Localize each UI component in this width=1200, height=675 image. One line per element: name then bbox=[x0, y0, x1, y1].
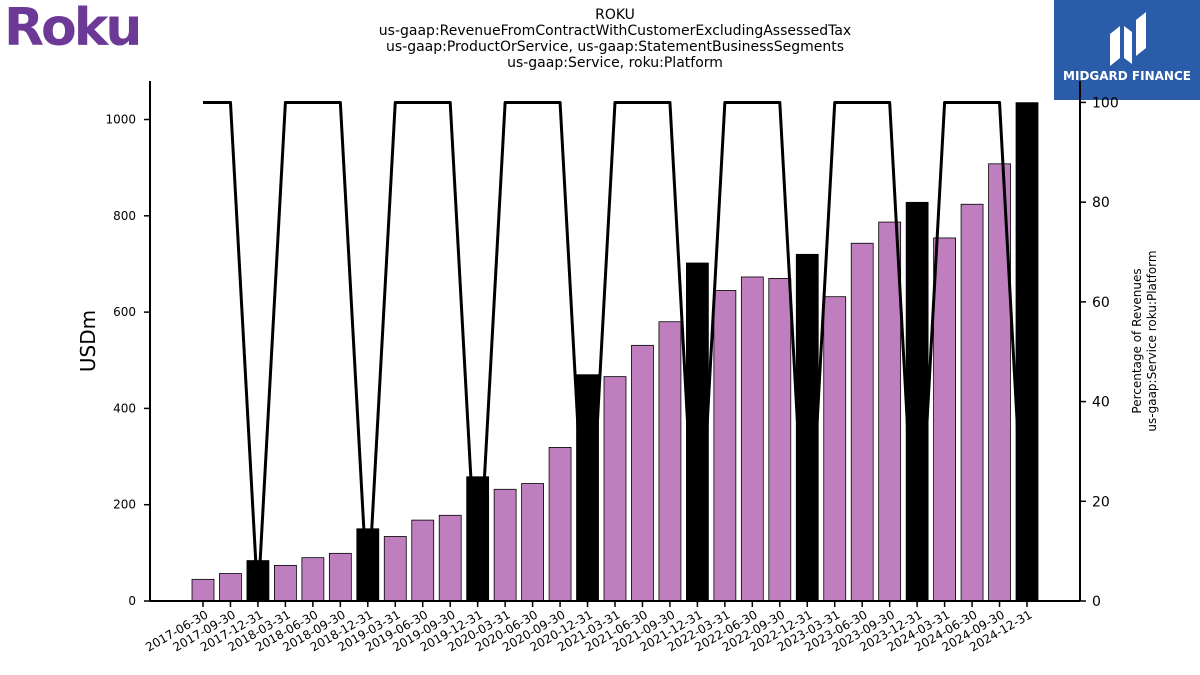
bar bbox=[383, 536, 407, 602]
bar bbox=[768, 278, 792, 602]
bar bbox=[713, 290, 737, 602]
bar bbox=[219, 573, 242, 602]
bar bbox=[1015, 102, 1039, 602]
y-tick-label: 200 bbox=[113, 498, 136, 512]
y-tick-label: 800 bbox=[113, 209, 136, 223]
bar bbox=[795, 253, 819, 602]
bar bbox=[631, 344, 654, 602]
bar bbox=[603, 376, 627, 602]
midgard-finance-logo: MIDGARD FINANCE bbox=[1054, 0, 1200, 100]
bar bbox=[850, 242, 874, 602]
bar bbox=[878, 221, 902, 602]
bar bbox=[548, 447, 572, 602]
y-axis-label: USDm bbox=[76, 310, 100, 372]
bar bbox=[191, 578, 215, 602]
bar bbox=[960, 203, 984, 602]
bar bbox=[658, 321, 682, 602]
line-series bbox=[203, 100, 1029, 603]
y-tick-label: 1000 bbox=[105, 113, 136, 127]
y2-tick-label: 80 bbox=[1092, 195, 1110, 211]
y-tick-label: 400 bbox=[113, 401, 136, 415]
y-tick-label: 600 bbox=[113, 305, 136, 319]
line-series-path bbox=[203, 100, 1029, 603]
chart-title-line: us-gaap:Service, roku:Platform bbox=[507, 55, 723, 71]
bar bbox=[411, 519, 435, 602]
bar bbox=[328, 552, 352, 602]
chart-title-line: ROKU bbox=[595, 7, 635, 23]
bar bbox=[521, 483, 544, 602]
bar bbox=[274, 564, 297, 602]
midgard-mark-icon bbox=[1110, 12, 1146, 66]
bar bbox=[438, 514, 462, 602]
midgard-finance-wordmark: MIDGARD FINANCE bbox=[1063, 69, 1191, 83]
y2-tick-label: 60 bbox=[1092, 295, 1110, 311]
y2-tick-label: 0 bbox=[1092, 594, 1101, 610]
y2-tick-label: 20 bbox=[1092, 494, 1110, 510]
y2-axis-label: us-gaap:Service roku:Platform bbox=[1145, 250, 1159, 431]
bar bbox=[686, 262, 709, 602]
bar bbox=[823, 296, 847, 602]
chart-title-line: us-gaap:ProductOrService, us-gaap:Statem… bbox=[385, 39, 844, 55]
y-tick-label: 0 bbox=[128, 594, 136, 608]
chart-title-line: us-gaap:RevenueFromContractWithCustomerE… bbox=[378, 23, 852, 39]
bar-series bbox=[191, 102, 1039, 602]
bar bbox=[905, 201, 929, 602]
axes bbox=[144, 81, 1086, 607]
y2-axis-label: Percentage of Revenues bbox=[1130, 268, 1144, 413]
y2-tick-label: 40 bbox=[1092, 395, 1110, 411]
bar bbox=[933, 237, 956, 602]
y2-tick-label: 100 bbox=[1092, 95, 1119, 111]
bar bbox=[740, 276, 764, 602]
roku-logo: Roku bbox=[4, 0, 142, 58]
bar bbox=[493, 488, 517, 602]
bar bbox=[301, 557, 325, 602]
